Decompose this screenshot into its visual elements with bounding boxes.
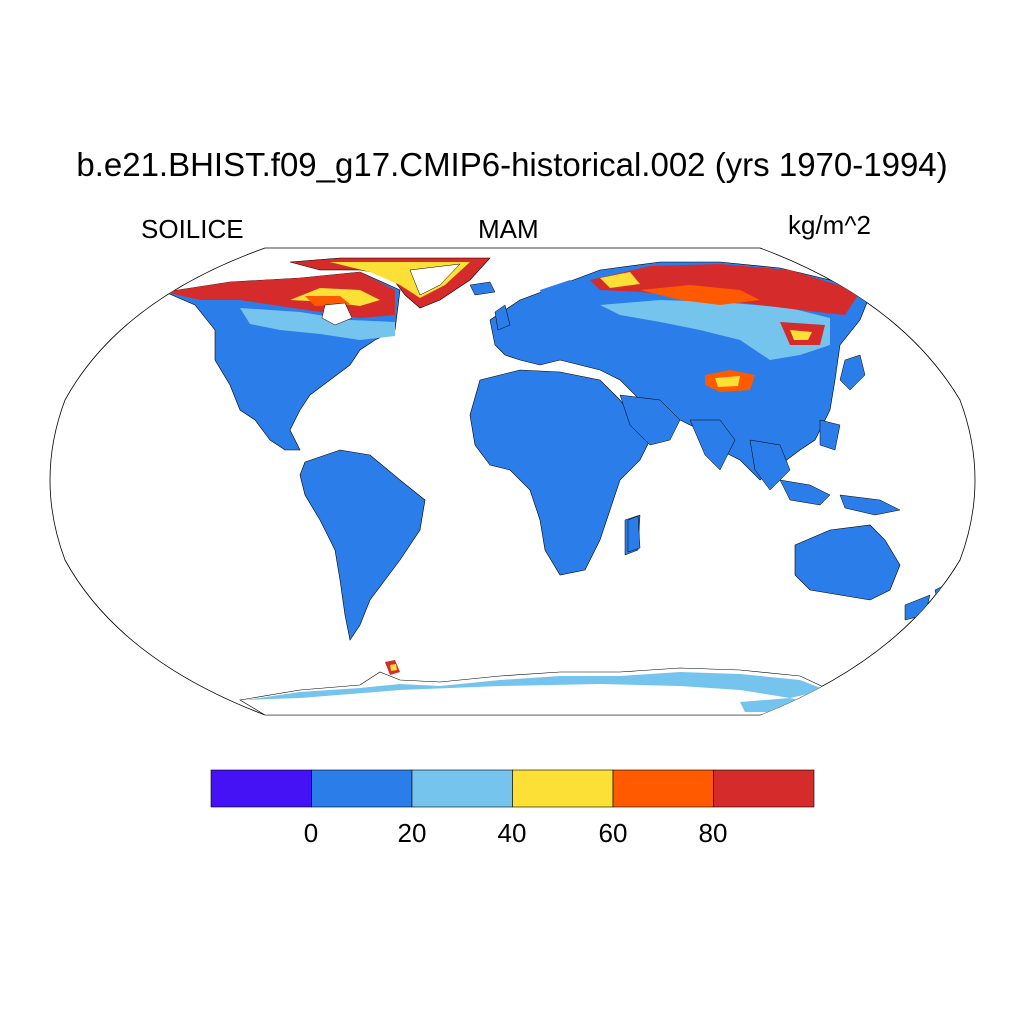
north-america [163, 271, 401, 451]
colorbar-bin-2 [311, 769, 413, 808]
madagascar [627, 515, 641, 553]
colorbar-bin-5 [612, 769, 714, 808]
colorbar-label-40: 40 [497, 818, 527, 848]
iceland [469, 281, 496, 296]
europe-asia [489, 261, 871, 491]
japan [839, 354, 866, 391]
colorbar-bin-6 [713, 769, 815, 808]
colorbar-bin-1 [210, 769, 312, 808]
colorbar-bin-4 [512, 769, 614, 808]
colorbar-label-20: 20 [397, 818, 427, 848]
colorbar [210, 769, 815, 808]
colorbar-bin-3 [411, 769, 513, 808]
plot-title: b.e21.BHIST.f09_g17.CMIP6-historical.002… [76, 146, 948, 183]
season-label: MAM [478, 214, 539, 244]
arabia [619, 394, 681, 446]
colorbar-label-80: 80 [698, 818, 728, 848]
indonesia [779, 419, 901, 516]
colorbar-label-0: 0 [303, 818, 319, 848]
variable-label: SOILICE [141, 214, 244, 244]
units-label: kg/m^2 [788, 210, 872, 240]
south-america [299, 449, 426, 641]
british-isles [494, 304, 511, 331]
colorbar-label-60: 60 [598, 818, 628, 848]
australia [794, 524, 931, 621]
greenland [289, 257, 491, 309]
